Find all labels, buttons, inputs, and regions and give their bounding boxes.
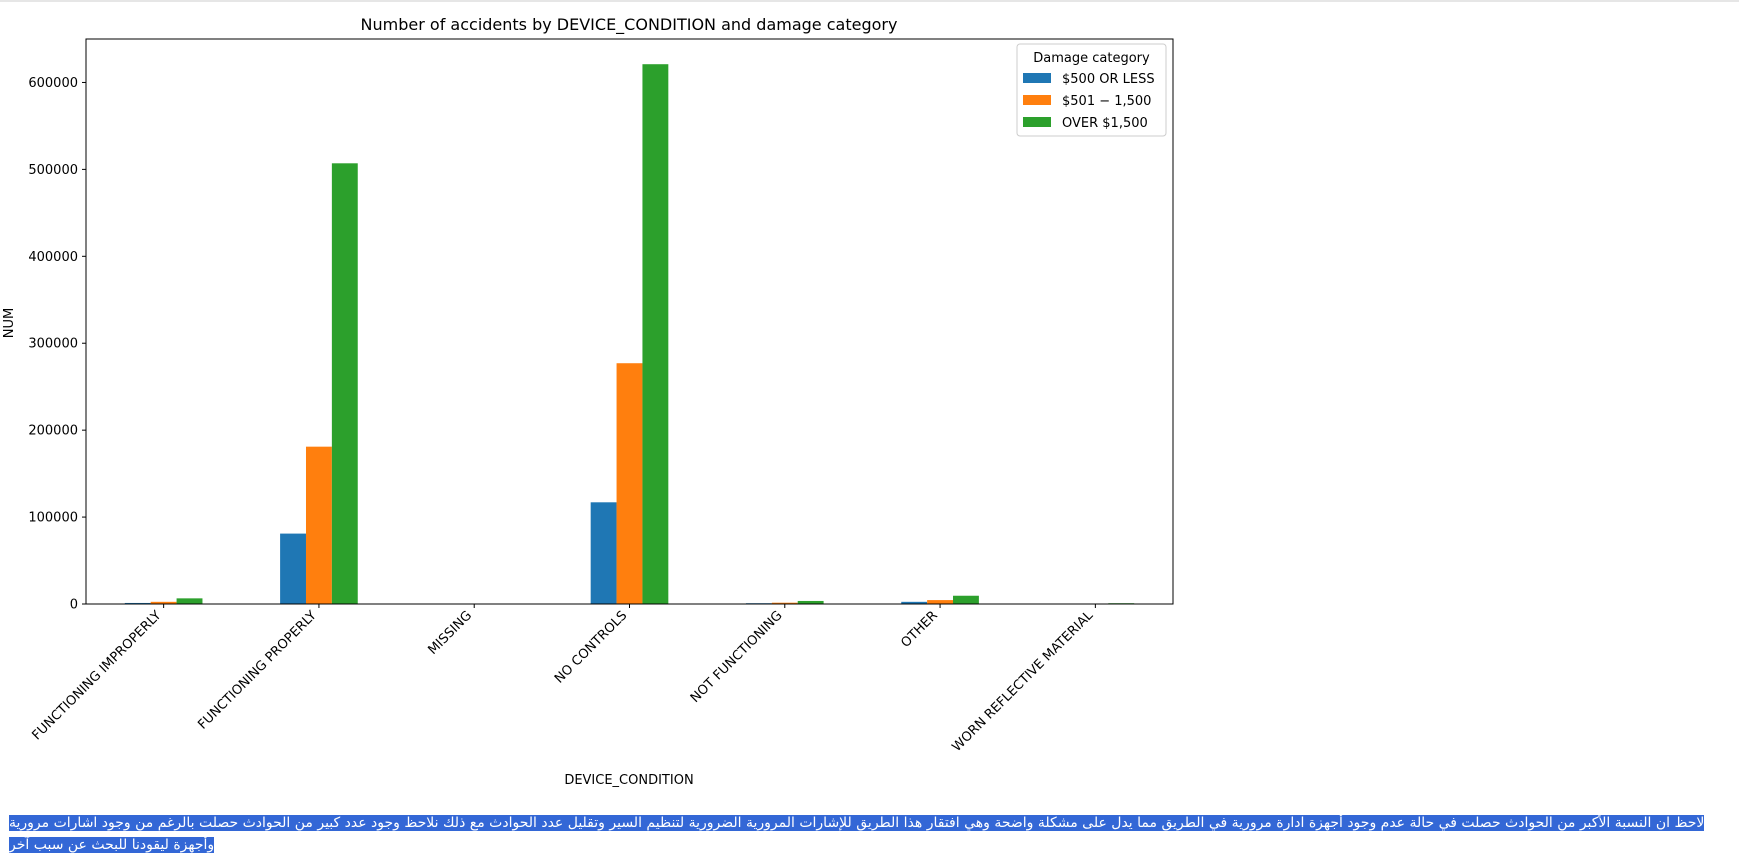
y-tick-label: 600000 [28, 76, 78, 91]
legend-swatch-1 [1023, 73, 1051, 83]
y-tick-label: 400000 [28, 250, 78, 265]
bar-2-6 [927, 600, 954, 604]
legend-swatch-3 [1023, 117, 1051, 127]
bar-1-2 [280, 533, 306, 604]
y-tick-label: 200000 [28, 424, 78, 439]
legend-swatch-2 [1023, 95, 1051, 105]
axes: 0 100000 200000 300000 400000 500000 600000 FUN… [28, 38, 1174, 755]
bar-3-6 [953, 595, 979, 604]
y-tick-label: 100000 [28, 511, 78, 526]
analysis-note: لاحظ ان النسبة الأكبر من الحوادث حصلت في… [9, 812, 1730, 856]
x-tick-label: NOT FUNCTIONING [688, 608, 786, 706]
plot-area [124, 64, 1135, 605]
top-divider [0, 0, 1739, 2]
bar-2-5 [771, 602, 798, 604]
bar-2-2 [305, 446, 332, 604]
bar-3-4 [642, 64, 669, 604]
x-tick-label: WORN REFLECTIVE MATERIAL [949, 608, 1096, 755]
bar-2-4 [616, 363, 643, 604]
bar-3-5 [797, 600, 824, 604]
y-tick-label: 500000 [28, 163, 78, 178]
x-tick-label: MISSING [425, 608, 475, 658]
x-tick-label: FUNCTIONING PROPERLY [195, 608, 319, 732]
x-tick-label: NO CONTROLS [552, 608, 630, 686]
legend: Damage category $500 OR LESS $501 − 1,500 O… [1016, 43, 1167, 137]
y-tick-label: 300000 [28, 337, 78, 352]
legend-label-2: $501 − 1,500 [1062, 94, 1151, 109]
x-tick-label: OTHER [898, 608, 941, 651]
bar-2-1 [150, 601, 177, 604]
x-tick-label: FUNCTIONING IMPROPERLY [29, 608, 164, 743]
y-axis-label: NUM [2, 308, 17, 338]
bar-1-6 [901, 601, 928, 604]
bar-3-2 [331, 163, 358, 605]
y-tick-label: 0 [70, 598, 78, 613]
x-axis-label: DEVICE_CONDITION [564, 773, 693, 788]
bar-3-1 [176, 598, 203, 604]
legend-label-1: $500 OR LESS [1062, 72, 1155, 87]
bar-1-4 [590, 502, 617, 604]
legend-box [1016, 43, 1167, 137]
chart-title: Number of accidents by DEVICE_CONDITION … [361, 15, 898, 35]
legend-label-3: OVER $1,500 [1062, 116, 1148, 131]
analysis-note-text: لاحظ ان النسبة الأكبر من الحوادث حصلت في… [9, 815, 1705, 853]
bar-1-1 [124, 602, 151, 604]
bar-chart: Number of accidents by DEVICE_CONDITION … [2, 15, 1174, 788]
legend-title: Damage category [1033, 51, 1150, 66]
